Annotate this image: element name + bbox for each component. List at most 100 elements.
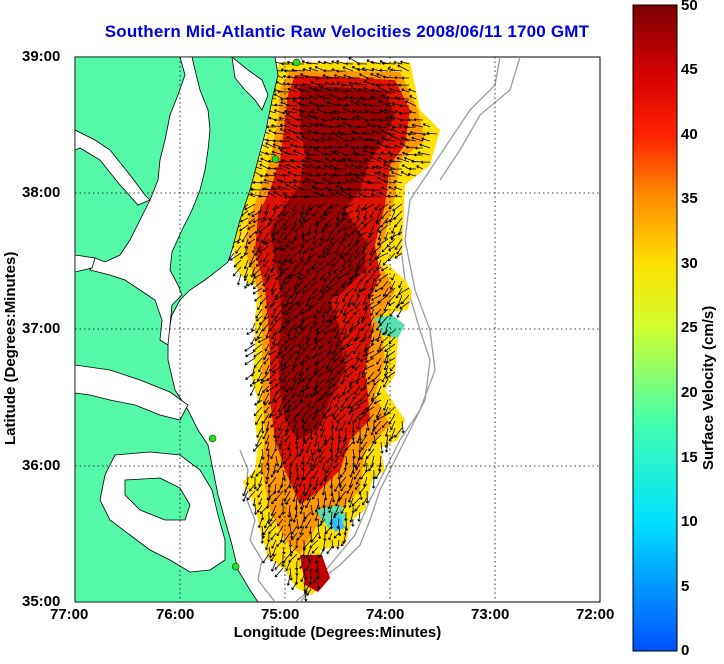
velocity-arrow-icon (301, 159, 312, 163)
velocity-arrow-icon (383, 378, 389, 388)
velocity-arrow-icon (281, 62, 291, 66)
velocity-arrow-icon (393, 61, 403, 65)
velocity-arrow-icon (349, 469, 354, 478)
velocity-arrow-icon (339, 245, 347, 258)
velocity-arrow-icon (368, 259, 375, 266)
velocity-arrow-icon (398, 280, 403, 289)
velocity-arrow-icon (359, 392, 368, 402)
velocity-arrow-icon (300, 238, 305, 248)
velocity-arrow-icon (321, 483, 326, 496)
velocity-arrow-icon (368, 181, 382, 185)
velocity-arrow-icon (265, 469, 270, 480)
velocity-arrow-icon (296, 518, 300, 530)
velocity-arrow-icon (347, 252, 354, 263)
velocity-arrow-icon (360, 357, 368, 362)
colorbar-tick-0: 0 (681, 642, 690, 659)
velocity-arrow-icon (324, 152, 333, 157)
velocity-arrow-icon (365, 109, 375, 114)
velocity-arrow-icon (351, 357, 361, 369)
velocity-arrow-icon (316, 159, 326, 164)
velocity-arrow-icon (359, 273, 368, 282)
velocity-arrow-icon (384, 231, 389, 240)
x-tick-74: 74:00 (366, 606, 405, 623)
velocity-arrow-icon (333, 173, 347, 177)
velocity-arrow-icon (323, 469, 327, 482)
velocity-arrow-icon (233, 259, 242, 268)
velocity-arrow-icon (346, 315, 354, 324)
velocity-arrow-icon (313, 315, 319, 325)
velocity-arrow-icon (313, 147, 326, 156)
velocity-arrow-icon (359, 336, 368, 343)
velocity-arrow-icon (341, 190, 354, 198)
velocity-arrow-icon (314, 357, 326, 366)
velocity-arrow-icon (267, 217, 277, 226)
velocity-arrow-icon (332, 357, 340, 363)
velocity-arrow-icon (264, 238, 277, 245)
velocity-arrow-icon (271, 150, 284, 156)
velocity-arrow-icon (398, 111, 410, 116)
velocity-arrow-icon (268, 546, 273, 559)
velocity-arrow-icon (396, 245, 403, 255)
velocity-arrow-icon (269, 511, 277, 522)
velocity-arrow-icon (242, 490, 249, 502)
velocity-arrow-icon (364, 158, 375, 163)
velocity-arrow-icon (370, 95, 382, 100)
velocity-arrow-icon (342, 259, 347, 268)
velocity-arrow-icon (252, 245, 256, 254)
velocity-arrow-icon (300, 455, 305, 465)
velocity-arrow-icon (285, 420, 291, 432)
velocity-arrow-icon (354, 280, 361, 292)
contour-line (294, 57, 501, 602)
velocity-arrow-icon (400, 60, 410, 65)
velocity-arrow-icon (350, 86, 361, 93)
velocity-arrow-icon (394, 252, 403, 259)
velocity-arrow-icon (248, 259, 256, 268)
velocity-arrow-icon (361, 497, 368, 506)
velocity-arrow-icon (357, 87, 368, 93)
velocity-arrow-icon (274, 567, 284, 578)
velocity-arrow-icon (318, 546, 326, 558)
velocity-arrow-icon (281, 111, 291, 115)
velocity-arrow-icon (325, 455, 333, 464)
velocity-arrow-icon (286, 103, 298, 107)
velocity-arrow-icon (270, 266, 277, 273)
velocity-arrow-icon (292, 511, 298, 523)
velocity-arrow-icon (276, 462, 284, 474)
velocity-arrow-icon (363, 476, 368, 487)
velocity-arrow-icon (362, 245, 368, 254)
velocity-arrow-icon (256, 483, 263, 492)
velocity-arrow-icon (348, 413, 354, 425)
velocity-arrow-icon (325, 322, 333, 328)
velocity-arrow-icon (229, 252, 242, 261)
velocity-arrow-icon (285, 427, 291, 436)
velocity-arrow-icon (300, 413, 305, 423)
velocity-arrow-icon (321, 252, 333, 259)
velocity-arrow-icon (382, 75, 396, 79)
velocity-arrow-icon (274, 167, 284, 171)
velocity-arrow-icon (257, 301, 263, 311)
velocity-arrow-icon (342, 66, 354, 72)
velocity-arrow-icon (353, 217, 361, 226)
velocity-arrow-icon (236, 231, 242, 244)
velocity-arrow-icon (383, 406, 389, 416)
velocity-arrow-icon (415, 146, 424, 150)
velocity-arrow-icon (365, 490, 369, 504)
velocity-arrow-icon (335, 217, 347, 226)
velocity-arrow-icon (323, 273, 333, 282)
velocity-arrow-icon (315, 406, 326, 413)
velocity-arrow-icon (326, 231, 333, 242)
velocity-arrow-icon (371, 476, 376, 489)
velocity-arrow-icon (312, 413, 319, 420)
velocity-arrow-icon (381, 266, 389, 272)
velocity-arrow-icon (281, 322, 291, 329)
velocity-arrow-icon (331, 238, 340, 246)
velocity-arrow-icon (357, 511, 361, 522)
velocity-arrow-icon (262, 287, 270, 292)
velocity-arrow-icon (298, 95, 312, 100)
velocity-arrow-icon (340, 187, 354, 191)
velocity-arrow-icon (298, 210, 305, 223)
velocity-arrow-icon (378, 191, 389, 198)
velocity-arrow-icon (341, 343, 354, 350)
velocity-arrow-icon (317, 252, 326, 259)
velocity-arrow-icon (332, 350, 340, 360)
